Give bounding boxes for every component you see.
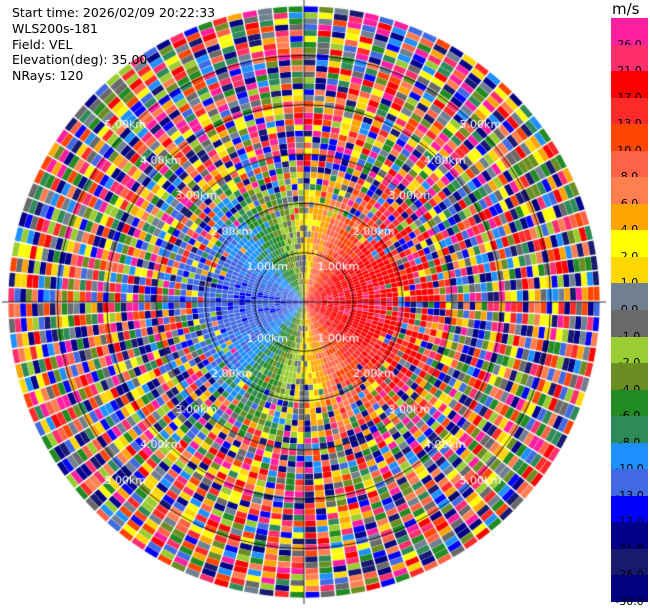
colorbar-swatch bbox=[611, 150, 648, 178]
colorbar-swatch bbox=[611, 203, 648, 231]
colorbar-tick-label: -30.0 bbox=[615, 595, 644, 608]
colorbar-swatch bbox=[611, 71, 648, 99]
info-panel: Start time: 2026/02/09 20:22:33 WLS200s-… bbox=[12, 5, 215, 84]
colorbar-swatch bbox=[611, 97, 648, 125]
colorbar-swatch bbox=[611, 548, 648, 576]
colorbar-swatch bbox=[611, 522, 648, 550]
nrays-label: NRays: 120 bbox=[12, 68, 84, 84]
colorbar-swatch bbox=[611, 469, 648, 497]
colorbar-swatch bbox=[611, 416, 648, 444]
colorbar-swatch bbox=[611, 18, 648, 46]
colorbar-swatch bbox=[611, 442, 648, 470]
colorbar: 26.021.017.013.010.08.06.04.02.01.00.0-1… bbox=[611, 18, 648, 608]
field-label: Field: VEL bbox=[12, 36, 73, 52]
colorbar-swatch bbox=[611, 177, 648, 205]
colorbar-swatch bbox=[611, 44, 648, 72]
colorbar-swatch bbox=[611, 283, 648, 311]
colorbar-swatch bbox=[611, 389, 648, 417]
colorbar-swatch bbox=[611, 124, 648, 152]
ppi-radar-plot bbox=[0, 0, 610, 610]
colorbar-unit-label: m/s bbox=[612, 0, 640, 18]
colorbar-swatch bbox=[611, 230, 648, 258]
colorbar-swatch bbox=[611, 363, 648, 391]
instrument-label: WLS200s-181 bbox=[12, 20, 98, 36]
colorbar-swatch bbox=[611, 256, 648, 284]
colorbar-swatch bbox=[611, 336, 648, 364]
elevation-label: Elevation(deg): 35.00 bbox=[12, 52, 148, 68]
colorbar-swatch bbox=[611, 575, 648, 603]
start-time-label: Start time: 2026/02/09 20:22:33 bbox=[12, 5, 216, 20]
colorbar-swatch bbox=[611, 495, 648, 523]
colorbar-swatch bbox=[611, 310, 648, 338]
